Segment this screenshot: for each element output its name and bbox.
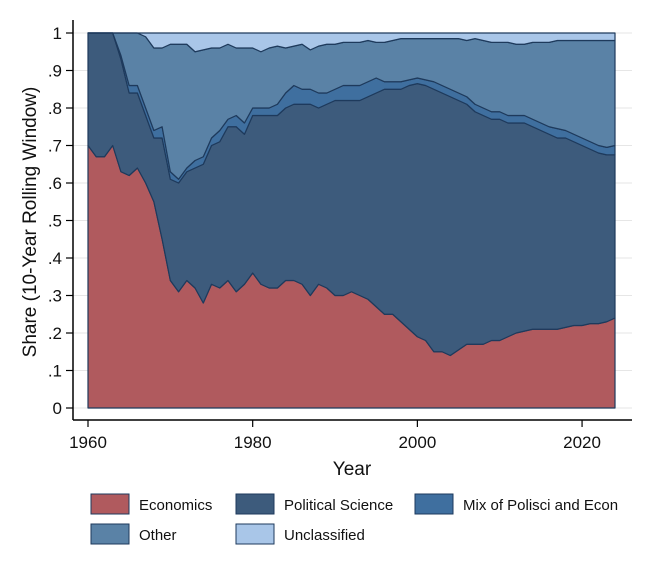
x-axis-ticks: 1960 1980 2000 2020 bbox=[69, 420, 601, 452]
legend-swatch bbox=[235, 493, 275, 515]
y-tick-label: .1 bbox=[48, 362, 62, 381]
legend-item-political-science: Political Science bbox=[235, 493, 393, 515]
y-tick-label: .8 bbox=[48, 99, 62, 118]
legend-swatch bbox=[235, 523, 275, 545]
legend-swatch bbox=[414, 493, 454, 515]
x-tick-label: 2000 bbox=[398, 433, 436, 452]
legend-label: Other bbox=[139, 527, 177, 544]
legend-swatch bbox=[90, 493, 130, 515]
y-tick-label: .9 bbox=[48, 62, 62, 81]
legend-label: Political Science bbox=[284, 497, 393, 514]
y-tick-label: .5 bbox=[48, 212, 62, 231]
x-tick-label: 1980 bbox=[234, 433, 272, 452]
y-tick-label: .6 bbox=[48, 174, 62, 193]
y-tick-label: .7 bbox=[48, 137, 62, 156]
y-tick-label: .4 bbox=[48, 249, 62, 268]
x-tick-label: 2020 bbox=[563, 433, 601, 452]
legend-item-unclassified: Unclassified bbox=[235, 523, 365, 545]
y-tick-label: 0 bbox=[53, 399, 62, 418]
legend-swatch bbox=[90, 523, 130, 545]
legend: Economics Political Science Mix of Polisci… bbox=[90, 493, 618, 545]
area-unclassified bbox=[87, 32, 616, 53]
legend-label: Mix of Polisci and Econ bbox=[463, 497, 618, 514]
x-axis-title: Year bbox=[333, 459, 372, 480]
legend-label: Economics bbox=[139, 497, 212, 514]
y-tick-label: .3 bbox=[48, 287, 62, 306]
y-axis-ticks: 0 .1 .2 .3 .4 .5 .6 .7 .8 .9 1 bbox=[48, 24, 73, 418]
y-axis-title: Share (10-Year Rolling Window) bbox=[20, 87, 41, 358]
legend-item-economics: Economics bbox=[90, 493, 212, 515]
y-tick-label: 1 bbox=[53, 24, 62, 43]
legend-item-mix-of-polisci-and-econ: Mix of Polisci and Econ bbox=[414, 493, 618, 515]
legend-label: Unclassified bbox=[284, 527, 365, 544]
x-tick-label: 1960 bbox=[69, 433, 107, 452]
area-series-group bbox=[87, 32, 616, 409]
legend-item-other: Other bbox=[90, 523, 177, 545]
y-tick-label: .2 bbox=[48, 324, 62, 343]
